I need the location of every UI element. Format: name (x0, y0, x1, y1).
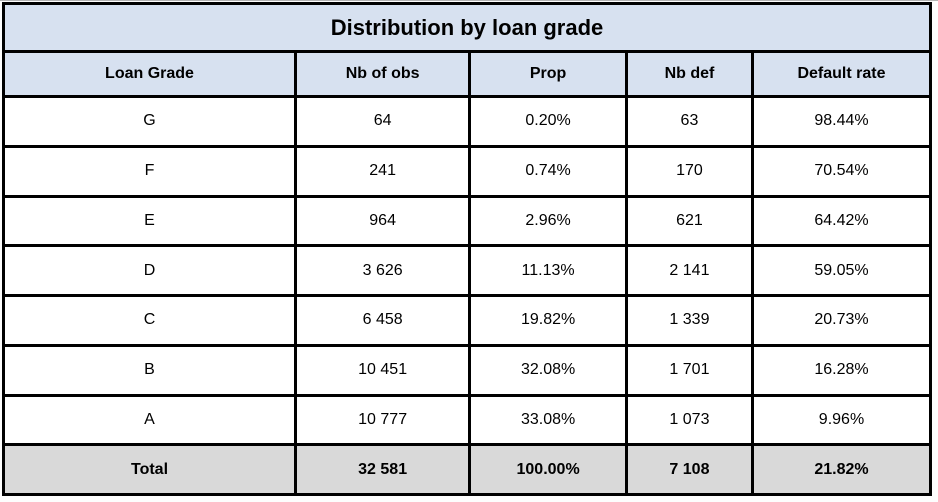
cell-nb-def: 63 (624, 95, 754, 148)
column-header-default-rate: Default rate (750, 50, 933, 98)
total-row: Total 32 581 100.00% 7 108 21.82% (2, 443, 933, 496)
cell-prop: 100.00% (468, 443, 628, 496)
cell-loan-grade: C (2, 294, 297, 347)
cell-nb-of-obs: 32 581 (293, 443, 472, 496)
cell-nb-of-obs: 6 458 (293, 294, 472, 347)
cell-loan-grade: B (2, 343, 297, 397)
cell-nb-def: 1 339 (624, 294, 754, 347)
cell-nb-def: 621 (624, 194, 754, 248)
cell-nb-of-obs: 10 777 (293, 393, 472, 447)
column-header-nb-of-obs: Nb of obs (293, 50, 472, 98)
cell-nb-of-obs: 964 (293, 194, 472, 248)
cell-default-rate: 21.82% (750, 443, 933, 496)
table-body: G 64 0.20% 63 98.44% F 241 0.74% 170 70.54% E 964 2.… (2, 95, 933, 496)
cell-default-rate: 16.28% (750, 343, 933, 397)
cell-prop: 11.13% (468, 244, 628, 297)
column-header-nb-def: Nb def (624, 50, 754, 98)
cell-prop: 2.96% (468, 194, 628, 248)
cell-prop: 32.08% (468, 343, 628, 397)
cell-nb-def: 170 (624, 144, 754, 198)
cell-nb-of-obs: 3 626 (293, 244, 472, 297)
cell-nb-of-obs: 241 (293, 144, 472, 198)
header-row: Loan Grade Nb of obs Prop Nb def Default… (2, 50, 933, 98)
cell-default-rate: 59.05% (750, 244, 933, 297)
cell-nb-def: 1 073 (624, 393, 754, 447)
cell-nb-of-obs: 10 451 (293, 343, 472, 397)
column-header-prop: Prop (468, 50, 628, 98)
cell-nb-of-obs: 64 (293, 95, 472, 148)
screen-top-edge (0, 0, 938, 1)
cell-default-rate: 64.42% (750, 194, 933, 248)
table-row: G 64 0.20% 63 98.44% (2, 95, 933, 148)
cell-prop: 0.20% (468, 95, 628, 148)
cell-loan-grade: E (2, 194, 297, 248)
table-row: B 10 451 32.08% 1 701 16.28% (2, 343, 933, 397)
cell-nb-def: 2 141 (624, 244, 754, 297)
cell-default-rate: 9.96% (750, 393, 933, 447)
cell-nb-def: 1 701 (624, 343, 754, 397)
table-row: E 964 2.96% 621 64.42% (2, 194, 933, 248)
table-row: A 10 777 33.08% 1 073 9.96% (2, 393, 933, 447)
title-row: Distribution by loan grade (2, 2, 932, 53)
cell-loan-grade: A (2, 393, 297, 447)
cell-loan-grade: F (2, 144, 297, 198)
cell-loan-grade: D (2, 244, 297, 297)
cell-default-rate: 98.44% (750, 95, 933, 148)
table-title: Distribution by loan grade (2, 2, 932, 53)
cell-prop: 19.82% (468, 294, 628, 347)
loan-grade-distribution-table: Distribution by loan grade Loan Grade Nb… (2, 2, 933, 496)
cell-default-rate: 20.73% (750, 294, 933, 347)
cell-loan-grade: Total (2, 443, 297, 496)
cell-prop: 33.08% (468, 393, 628, 447)
cell-loan-grade: G (2, 95, 297, 148)
table-row: F 241 0.74% 170 70.54% (2, 144, 933, 198)
cell-prop: 0.74% (468, 144, 628, 198)
cell-nb-def: 7 108 (624, 443, 754, 496)
cell-default-rate: 70.54% (750, 144, 933, 198)
column-header-loan-grade: Loan Grade (2, 50, 297, 98)
